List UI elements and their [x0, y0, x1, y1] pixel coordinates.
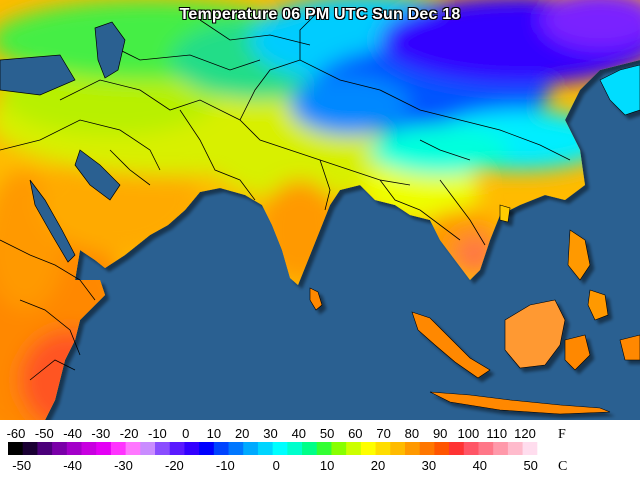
celsius-tick-label: -30 [114, 458, 133, 473]
color-scale-segment [125, 442, 141, 455]
celsius-tick-label: 0 [273, 458, 280, 473]
inland-seas [0, 21, 126, 263]
color-scale-segment [302, 442, 318, 455]
color-scale-segment [507, 442, 524, 455]
color-scale-segment [66, 442, 83, 455]
map-title: Temperature 06 PM UTC Sun Dec 18 [179, 6, 461, 23]
color-scale-segment [449, 442, 465, 455]
fahrenheit-tick-label: 60 [348, 426, 362, 441]
fahrenheit-tick-label: 100 [458, 426, 480, 441]
color-scale-segment [213, 442, 230, 455]
celsius-tick-label: 30 [422, 458, 436, 473]
celsius-tick-label: -10 [216, 458, 235, 473]
color-scale-segment [52, 442, 68, 455]
country-borders [0, 9, 571, 381]
celsius-tick-label: 10 [320, 458, 334, 473]
fahrenheit-tick-label: -50 [35, 426, 54, 441]
celsius-tick-label: 20 [371, 458, 385, 473]
color-scale-segment [522, 442, 538, 455]
fahrenheit-unit-label: F [558, 427, 566, 442]
fahrenheit-tick-labels: -60 -50 -40 -30 -20 -10 0 10 20 30 40 50 60 70 80 90 100… [7, 426, 536, 441]
fahrenheit-tick-label: 0 [182, 426, 189, 441]
fahrenheit-tick-label: -60 [7, 426, 26, 441]
color-scale-segment [463, 442, 480, 455]
map-canvas [0, 0, 640, 420]
color-scale-segment [331, 442, 347, 455]
fahrenheit-tick-label: 20 [235, 426, 249, 441]
fahrenheit-tick-label: -30 [91, 426, 110, 441]
fahrenheit-tick-label: -20 [120, 426, 139, 441]
color-scale-segment [404, 442, 421, 455]
celsius-unit-label: C [558, 459, 567, 474]
fahrenheit-tick-label: -10 [148, 426, 167, 441]
color-scale-segment [360, 442, 377, 455]
celsius-tick-label: 40 [473, 458, 487, 473]
celsius-tick-label: -20 [165, 458, 184, 473]
fahrenheit-tick-label: 110 [486, 426, 507, 441]
color-scale-segment [346, 442, 362, 455]
fahrenheit-tick-label: 10 [207, 426, 221, 441]
color-scale-segment [434, 442, 450, 455]
color-scale-segment [155, 442, 171, 455]
color-scale-segment [8, 442, 24, 455]
temperature-map: Temperature 06 PM UTC Sun Dec 18 [0, 0, 640, 420]
color-scale-segment [375, 442, 391, 455]
fahrenheit-tick-label: 80 [405, 426, 419, 441]
fahrenheit-tick-label: 120 [514, 426, 536, 441]
color-scale-bar [8, 442, 553, 455]
color-scale-segment [257, 442, 274, 455]
color-scale-segment [199, 442, 215, 455]
fahrenheit-tick-label: 90 [433, 426, 447, 441]
fahrenheit-tick-label: 30 [263, 426, 277, 441]
temperature-legend: -60 -50 -40 -30 -20 -10 0 10 20 30 40 50 60 70 80 90 100… [0, 420, 640, 480]
fahrenheit-tick-label: -40 [63, 426, 82, 441]
color-scale-segment [478, 442, 494, 455]
color-scale-segment [228, 442, 244, 455]
color-scale-segment [110, 442, 127, 455]
celsius-tick-labels: -50 -40 -30 -20 -10 0 10 20 30 40 50 [12, 458, 538, 473]
celsius-tick-label: -40 [63, 458, 82, 473]
color-scale-segment [96, 442, 112, 455]
islands [309, 64, 640, 415]
color-scale-segment [243, 442, 259, 455]
color-scale-segment [390, 442, 406, 455]
color-scale-segment [287, 442, 303, 455]
color-scale-segment [140, 442, 156, 455]
color-scale-segment [37, 442, 53, 455]
celsius-tick-label: 50 [523, 458, 537, 473]
color-scale-segment [184, 442, 200, 455]
legend-canvas: -60 -50 -40 -30 -20 -10 0 10 20 30 40 50 60 70 80 90 100… [7, 426, 568, 474]
color-scale-segment [272, 442, 288, 455]
color-scale-segment [419, 442, 435, 455]
fahrenheit-tick-label: 40 [292, 426, 306, 441]
color-scale-segment [169, 442, 186, 455]
color-scale-segment [81, 442, 97, 455]
color-scale-segment [537, 442, 553, 455]
color-scale-segment [493, 442, 509, 455]
color-scale-segment [22, 442, 38, 455]
fahrenheit-tick-label: 70 [376, 426, 390, 441]
color-scale-segment [316, 442, 333, 455]
fahrenheit-tick-label: 50 [320, 426, 334, 441]
celsius-tick-label: -50 [12, 458, 31, 473]
